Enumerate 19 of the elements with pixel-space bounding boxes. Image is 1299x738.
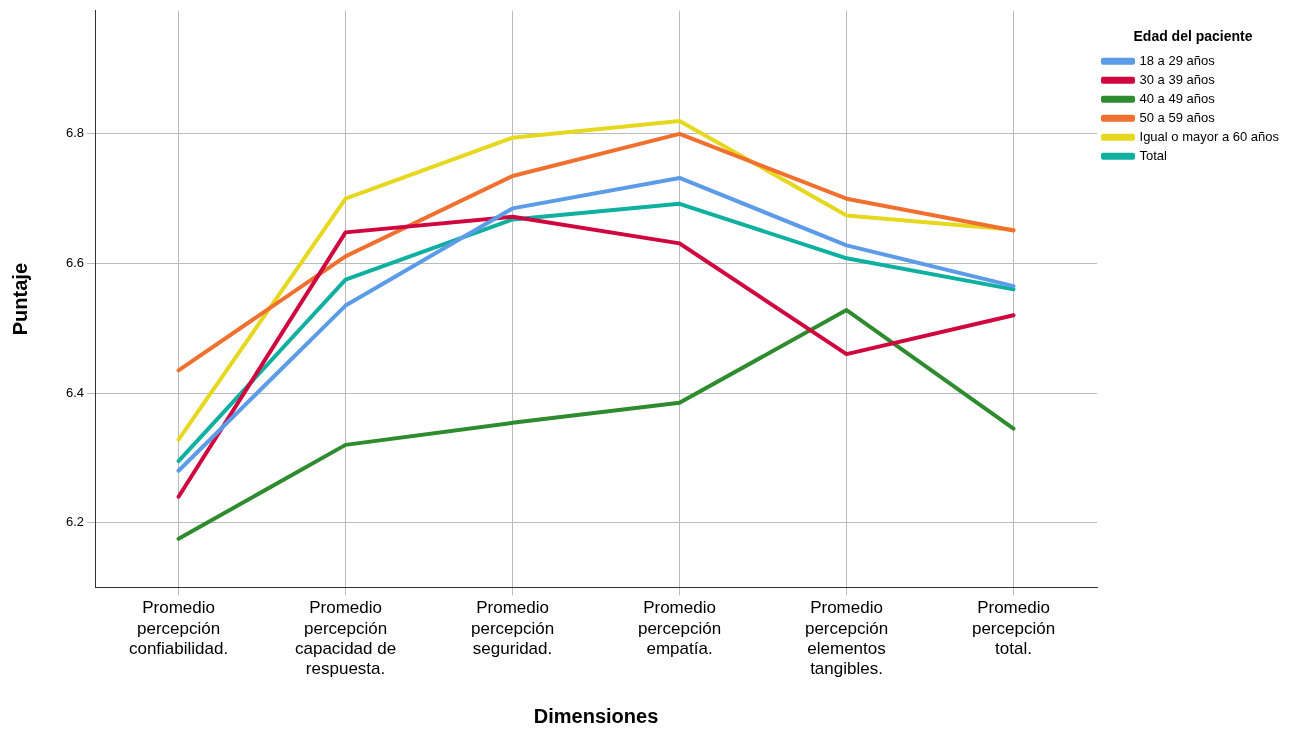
x-tick-label: Promedio percepción elementos tangibles. (804, 598, 889, 679)
x-axis-title: Dimensiones (533, 704, 659, 727)
x-tick-label: Promedio percepción empatía. (637, 598, 722, 659)
x-tick-label: Promedio percepción capacidad de respuesta. (294, 598, 397, 679)
legend-label: Total (1139, 147, 1168, 163)
y-tick-label: 6.4 (65, 384, 85, 400)
legend-label: 30 a 39 años (1139, 71, 1216, 87)
x-tick-label: Promedio percepción total. (971, 598, 1056, 659)
y-tick-label: 6.2 (65, 514, 85, 530)
y-tick-label: 6.6 (65, 255, 85, 271)
legend-label: 40 a 49 años (1139, 90, 1216, 106)
legend-title: Edad del paciente (1133, 27, 1253, 44)
y-axis-title: Puntaje (8, 262, 31, 336)
legend-label: 18 a 29 años (1139, 52, 1216, 68)
legend-label: 50 a 59 años (1139, 109, 1216, 125)
x-tick-label: Promedio percepción confiabilidad. (128, 598, 229, 659)
x-tick-label: Promedio percepción seguridad. (470, 598, 555, 659)
legend-label: Igual o mayor a 60 años (1139, 128, 1280, 144)
y-tick-label: 6.8 (65, 125, 85, 141)
